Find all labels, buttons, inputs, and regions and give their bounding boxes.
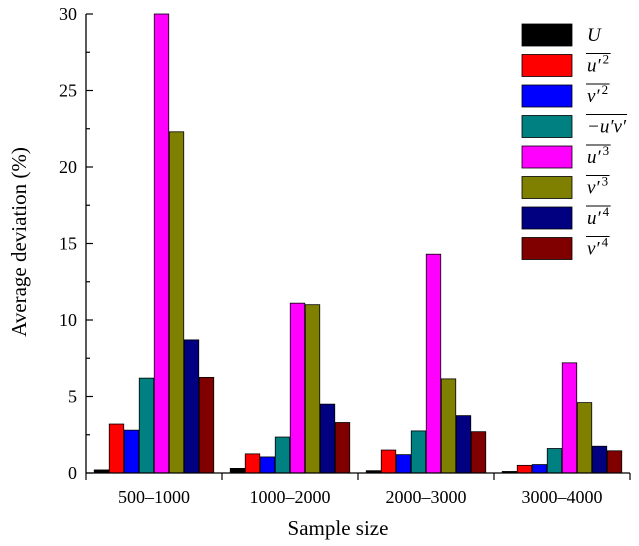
- legend-label: v′: [587, 239, 600, 260]
- bar-8-cat-3: [470, 431, 487, 474]
- bar-3-cat-3: [395, 454, 412, 474]
- bar-6-cat-2: [304, 304, 321, 474]
- bar-7-cat-4: [591, 445, 608, 474]
- bar-2-cat-3: [380, 449, 397, 474]
- legend-superscript: 3: [603, 143, 610, 158]
- bar-8-cat-1: [198, 376, 215, 474]
- legend-swatch: [521, 145, 573, 169]
- bar-4-cat-4: [546, 448, 563, 474]
- bar-5-cat-1: [153, 13, 170, 474]
- bar-4-cat-3: [410, 430, 427, 474]
- x-tick-label: 3000–4000: [522, 487, 603, 507]
- legend-swatch: [521, 206, 573, 230]
- legend-superscript: 4: [603, 204, 610, 219]
- bar-3-cat-1: [123, 429, 140, 474]
- bar-7-cat-1: [183, 339, 200, 474]
- x-tick-label: 500–1000: [118, 487, 190, 507]
- legend-swatch: [521, 23, 573, 47]
- legend: Uu′ 2v′ 2−u′v′u′ 3v′ 3u′ 4v′ 4: [521, 23, 628, 260]
- legend-label: v′: [587, 86, 600, 107]
- legend-swatch: [521, 115, 573, 138]
- legend-entry: v′ 2: [521, 82, 610, 108]
- legend-swatch: [521, 176, 573, 199]
- legend-entry: u′ 4: [521, 204, 611, 230]
- bar-4-cat-1: [138, 377, 155, 474]
- y-axis-title: Average deviation (%): [7, 147, 31, 337]
- legend-label: v′: [587, 178, 600, 199]
- y-tick-label: 0: [68, 463, 77, 483]
- legend-entry: −u′v′: [521, 114, 628, 138]
- bar-6-cat-3: [440, 378, 457, 474]
- bar-5-cat-2: [289, 302, 306, 474]
- bar-2-cat-4: [516, 464, 533, 474]
- legend-entry: v′ 3: [521, 174, 610, 199]
- y-tick-label: 15: [59, 234, 77, 254]
- y-tick-label: 25: [59, 81, 77, 101]
- bar-4-cat-2: [274, 436, 291, 474]
- bar-5-cat-3: [425, 253, 442, 474]
- y-tick-label: 5: [68, 387, 77, 407]
- legend-superscript: 2: [603, 52, 610, 67]
- y-tick-label: 20: [59, 157, 77, 177]
- bar-2-cat-1: [108, 423, 125, 474]
- legend-label: u′: [587, 56, 602, 77]
- legend-superscript: 3: [602, 174, 609, 189]
- legend-label: U: [587, 25, 602, 46]
- legend-entry: U: [521, 23, 602, 47]
- bar-5-cat-4: [561, 362, 578, 474]
- legend-superscript: 2: [602, 82, 609, 97]
- y-tick-label: 10: [59, 310, 77, 330]
- legend-swatch: [521, 84, 573, 108]
- bar-6-cat-1: [168, 131, 185, 474]
- legend-label: u′: [587, 208, 602, 229]
- bars-layer: [93, 13, 623, 474]
- legend-swatch: [521, 54, 573, 77]
- legend-label: −u′v′: [587, 117, 627, 138]
- bar-2-cat-2: [244, 453, 261, 474]
- x-tick-label: 2000–3000: [386, 487, 467, 507]
- bar-6-cat-4: [576, 402, 593, 474]
- bar-7-cat-3: [455, 415, 472, 474]
- legend-entry: v′ 4: [521, 235, 610, 260]
- bar-8-cat-2: [334, 422, 351, 474]
- bar-3-cat-2: [259, 456, 276, 474]
- bar-8-cat-4: [606, 450, 623, 474]
- legend-entry: u′ 2: [521, 52, 611, 77]
- y-tick-label: 30: [59, 4, 77, 24]
- bar-1-cat-2: [229, 468, 246, 474]
- bar-7-cat-2: [319, 403, 336, 474]
- axes-layer: 0 5 10 15 20 25 30 500–1000 1000–2000 2000–3000 30…: [59, 4, 631, 507]
- bar-3-cat-4: [531, 464, 548, 474]
- legend-superscript: 4: [602, 235, 609, 250]
- x-tick-label: 1000–2000: [250, 487, 331, 507]
- legend-entry: u′ 3: [521, 143, 611, 169]
- legend-label: u′: [587, 147, 602, 168]
- legend-swatch: [521, 237, 573, 260]
- x-axis-title: Sample size: [288, 516, 389, 540]
